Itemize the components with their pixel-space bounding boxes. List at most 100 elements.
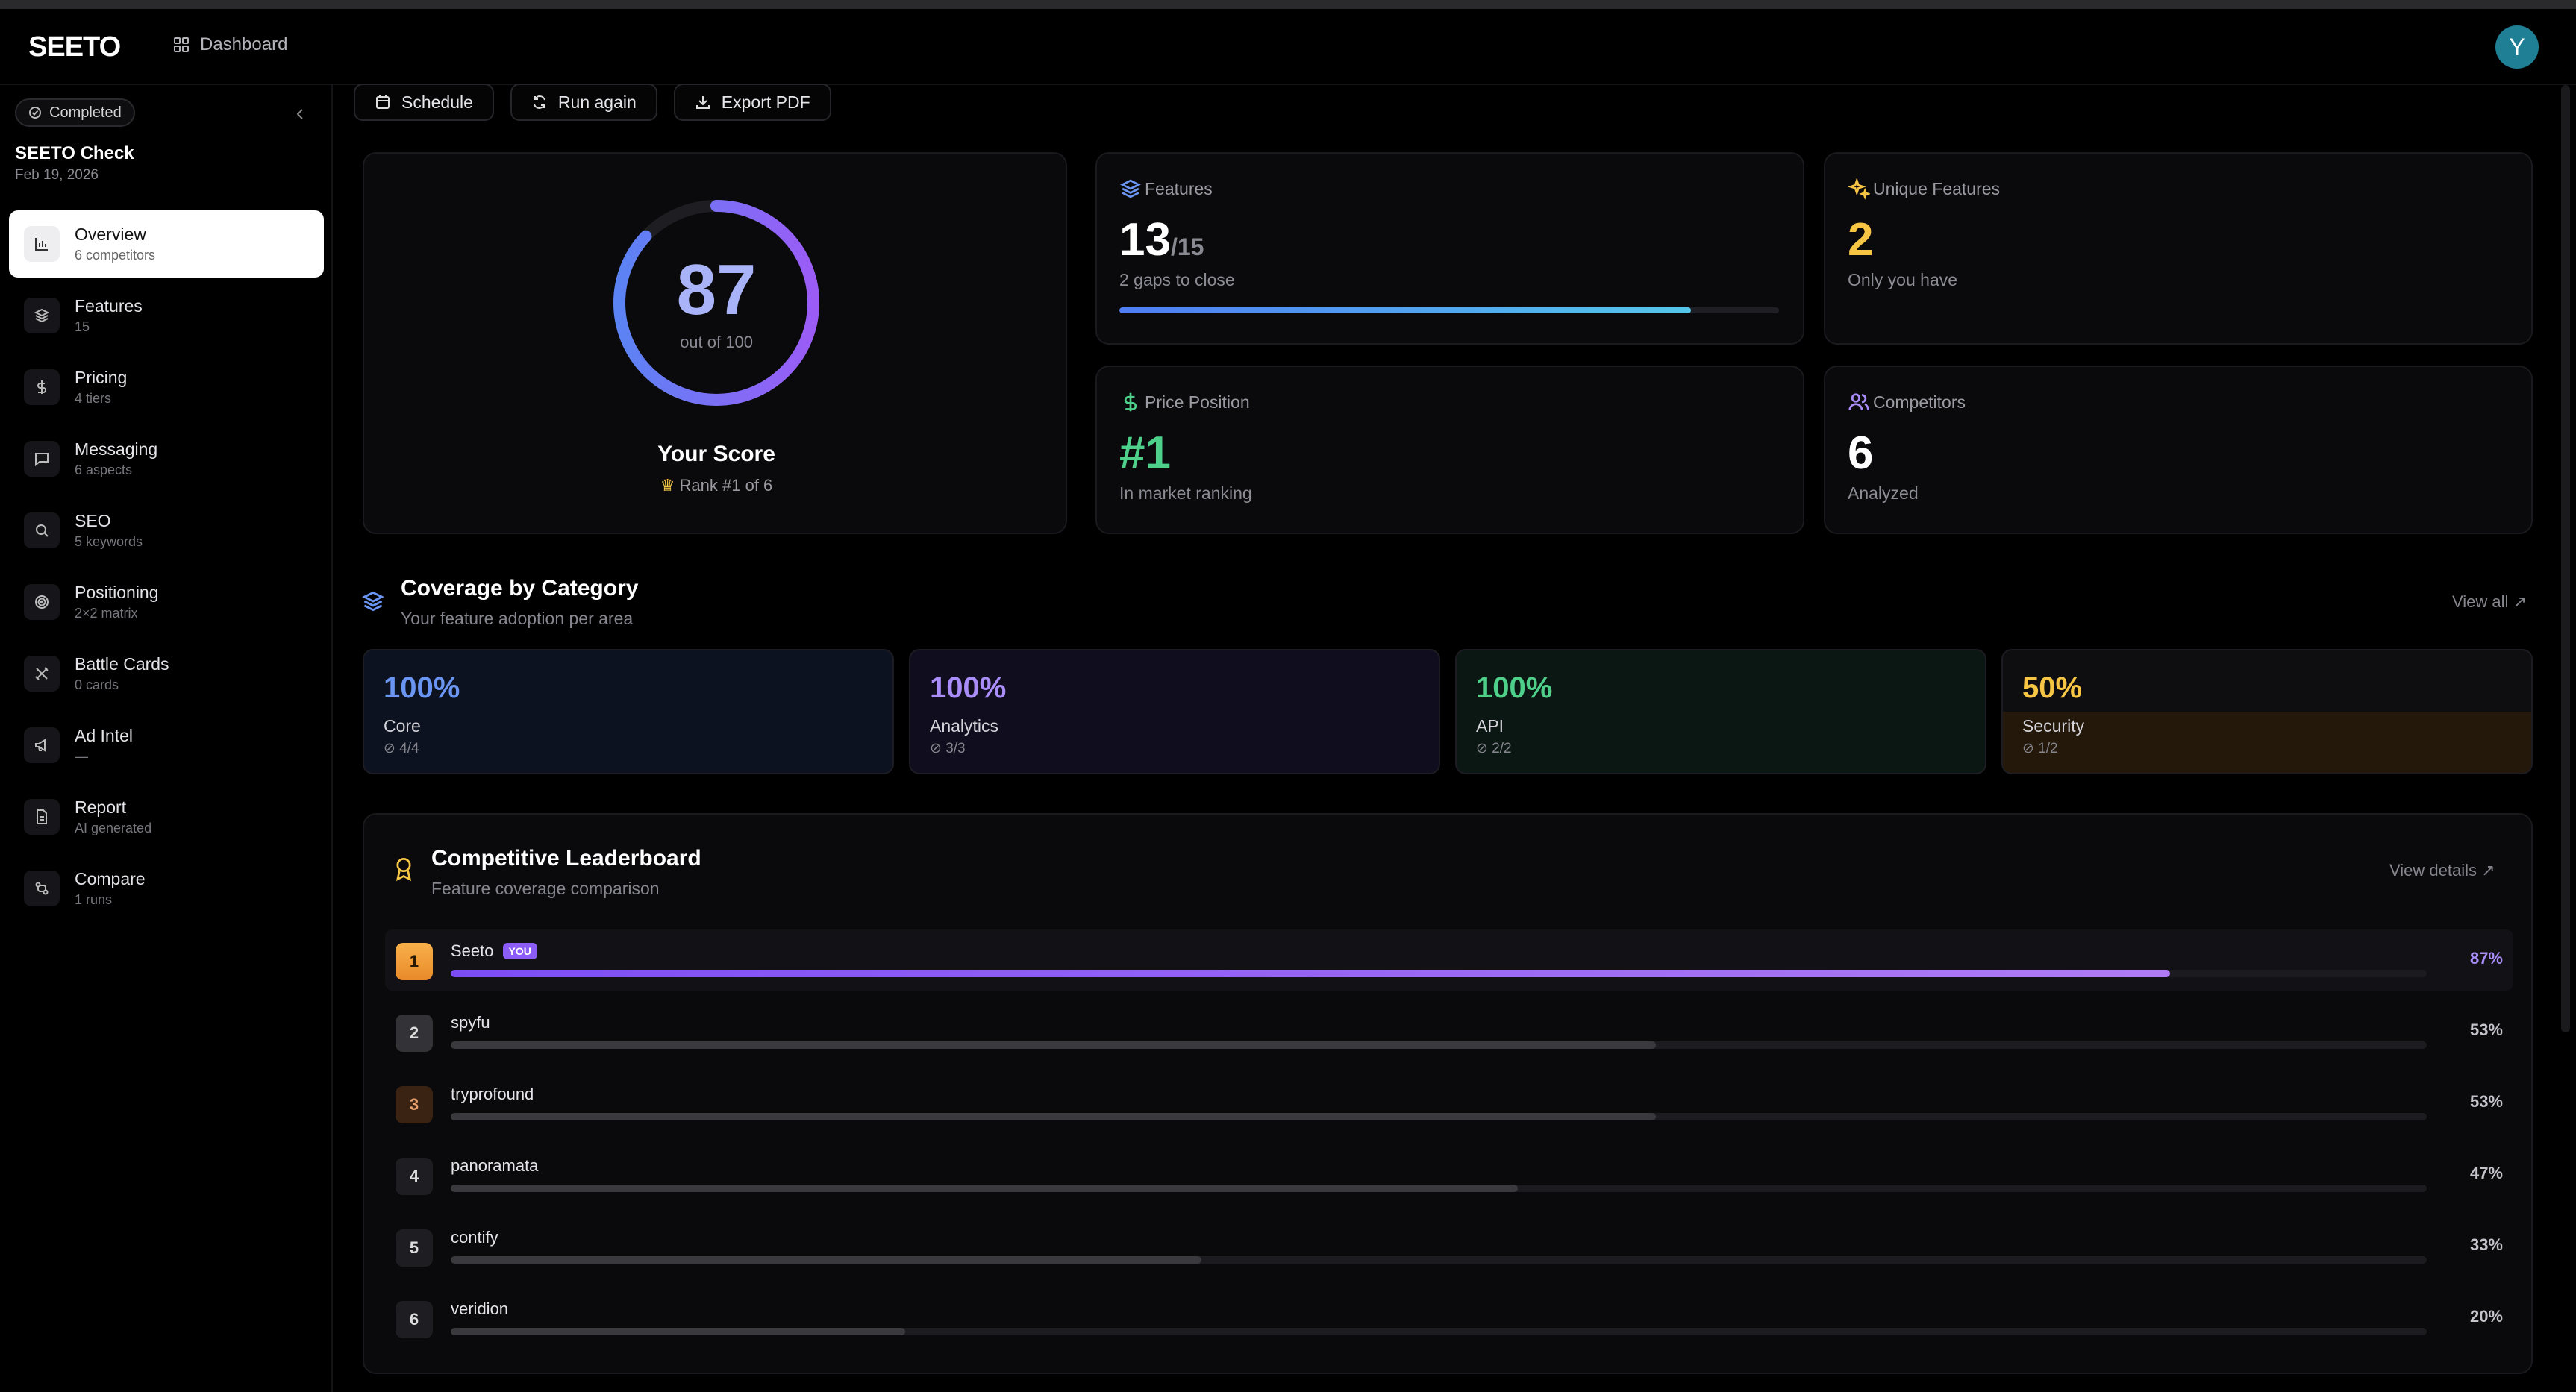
sidebar-item-sub: AI generated: [75, 821, 152, 835]
page-scrollbar[interactable]: [2561, 85, 2570, 1032]
leaderboard-row[interactable]: 5 contify 33%: [385, 1216, 2513, 1277]
app-logo[interactable]: SEETO: [28, 31, 121, 63]
sidebar-item-label: SEO: [75, 511, 111, 530]
sidebar-item-features[interactable]: Features 15: [9, 282, 324, 349]
price-position-desc: In market ranking: [1119, 483, 1252, 503]
coverage-title: Coverage by Category: [401, 576, 639, 601]
view-all-link[interactable]: View all ↗: [2452, 592, 2527, 611]
rank-badge: 2: [396, 1015, 433, 1052]
coverage-bar-fill: [451, 1113, 1657, 1120]
rank-badge: 1: [396, 943, 433, 980]
coverage-bar-fill: [451, 970, 2170, 977]
coverage-card-security[interactable]: 50% Security ⊘ 1/2: [2001, 649, 2533, 774]
grid-icon: [174, 37, 189, 52]
coverage-pct: 100%: [1476, 671, 1553, 704]
score-rank-text: Rank #1 of 6: [679, 476, 773, 495]
features-count: 13: [1119, 214, 1171, 266]
sidebar-item-label: Positioning: [75, 583, 159, 602]
crown-icon: ♛: [660, 476, 675, 495]
sidebar-item-label: Features: [75, 296, 143, 316]
unique-features-card: Unique Features 2 Only you have: [1824, 152, 2533, 345]
coverage-pct: 100%: [930, 671, 1007, 704]
status-badge: Completed: [15, 98, 135, 127]
coverage-pct: 100%: [384, 671, 460, 704]
sidebar-item-sub: 2×2 matrix: [75, 606, 138, 621]
status-text: Completed: [49, 104, 122, 121]
sidebar-item-sub: 0 cards: [75, 677, 119, 692]
sidebar-item-label: Compare: [75, 869, 146, 888]
check-circle-icon: ⊘: [930, 741, 942, 756]
sparkles-icon: [1848, 178, 1870, 200]
export-pdf-button[interactable]: Export PDF: [673, 84, 831, 121]
you-badge: YOU: [502, 943, 537, 959]
price-position-value: #1: [1119, 427, 1171, 479]
rank-badge: 4: [396, 1158, 433, 1195]
leaderboard-subtitle: Feature coverage comparison: [431, 879, 660, 898]
sidebar-item-messaging[interactable]: Messaging 6 aspects: [9, 425, 324, 492]
sidebar-item-battle-cards[interactable]: Battle Cards 0 cards: [9, 640, 324, 707]
view-details-link[interactable]: View details ↗: [2389, 861, 2495, 880]
coverage-count-text: 1/2: [2038, 741, 2058, 756]
sidebar-item-report[interactable]: Report AI generated: [9, 783, 324, 850]
coverage-bar-fill: [451, 1256, 1202, 1264]
check-circle-icon: ⊘: [384, 741, 396, 756]
layers-icon: [24, 298, 60, 333]
sidebar-item-sub: 15: [75, 319, 90, 334]
dollar-icon: [24, 369, 60, 405]
users-icon: [1848, 393, 1869, 411]
coverage-card-api[interactable]: 100% API ⊘ 2/2: [1455, 649, 1986, 774]
export-pdf-label: Export PDF: [721, 92, 810, 112]
coverage-percent: 53%: [2469, 1021, 2503, 1039]
score-out-of: out of 100: [680, 333, 753, 351]
competitors-card: Competitors 6 Analyzed: [1824, 366, 2533, 534]
coverage-subtitle: Your feature adoption per area: [401, 609, 634, 628]
competitor-name: Seeto YOU: [451, 941, 537, 961]
sidebar-item-ad-intel[interactable]: Ad Intel —: [9, 712, 324, 779]
action-toolbar: Schedule Run again Export PDF: [354, 84, 831, 121]
coverage-bar: [451, 1041, 2427, 1049]
sidebar-item-label: Report: [75, 797, 127, 817]
leaderboard-row[interactable]: 2 spyfu 53%: [385, 1001, 2513, 1062]
run-again-label: Run again: [557, 92, 637, 112]
layers-icon: [1120, 179, 1141, 198]
schedule-button[interactable]: Schedule: [354, 84, 494, 121]
sidebar-item-compare[interactable]: Compare 1 runs: [9, 855, 324, 922]
rank-badge: 6: [396, 1301, 433, 1338]
sidebar-item-pricing[interactable]: Pricing 4 tiers: [9, 354, 324, 421]
competitor-name: panoramata: [451, 1156, 539, 1175]
coverage-bar-fill: [451, 1328, 906, 1335]
leaderboard-row[interactable]: 3 tryprofound 53%: [385, 1073, 2513, 1134]
leaderboard-row[interactable]: 1 Seeto YOU 87%: [385, 929, 2513, 991]
rank-badge: 5: [396, 1229, 433, 1267]
price-position-card: Price Position #1 In market ranking: [1095, 366, 1804, 534]
sidebar-item-positioning[interactable]: Positioning 2×2 matrix: [9, 568, 324, 636]
competitor-name: tryprofound: [451, 1085, 534, 1103]
document-icon: [24, 799, 60, 835]
sidebar-item-sub: —: [75, 749, 88, 764]
sidebar-item-label: Overview: [75, 225, 146, 244]
leaderboard-row[interactable]: 6 veridion 20%: [385, 1288, 2513, 1349]
bar-chart-icon: [24, 226, 60, 262]
target-icon: [24, 584, 60, 620]
sidebar: Completed SEETO Check Feb 19, 2026 Overv…: [0, 85, 333, 1392]
run-again-button[interactable]: Run again: [510, 84, 657, 121]
coverage-card-analytics[interactable]: 100% Analytics ⊘ 3/3: [909, 649, 1440, 774]
calendar-icon: [376, 95, 390, 109]
sidebar-item-label: Ad Intel: [75, 726, 133, 745]
sidebar-item-label: Battle Cards: [75, 654, 169, 674]
check-date: Feb 19, 2026: [15, 167, 99, 183]
features-value: 13/15: [1119, 213, 1204, 266]
user-avatar[interactable]: Y: [2495, 25, 2539, 69]
features-progress-fill: [1119, 307, 1692, 313]
sidebar-item-seo[interactable]: SEO 5 keywords: [9, 497, 324, 564]
leaderboard-row[interactable]: 4 panoramata 47%: [385, 1144, 2513, 1206]
coverage-card-core[interactable]: 100% Core ⊘ 4/4: [363, 649, 894, 774]
collapse-sidebar-button[interactable]: [294, 106, 307, 125]
features-progress: [1119, 307, 1779, 313]
schedule-label: Schedule: [401, 92, 473, 112]
sidebar-item-overview[interactable]: Overview 6 competitors: [9, 210, 324, 278]
check-circle-icon: ⊘: [1476, 741, 1488, 756]
coverage-bar-fill: [451, 1185, 1518, 1192]
coverage-count: ⊘ 3/3: [930, 740, 966, 757]
dashboard-link[interactable]: Dashboard: [173, 34, 287, 55]
